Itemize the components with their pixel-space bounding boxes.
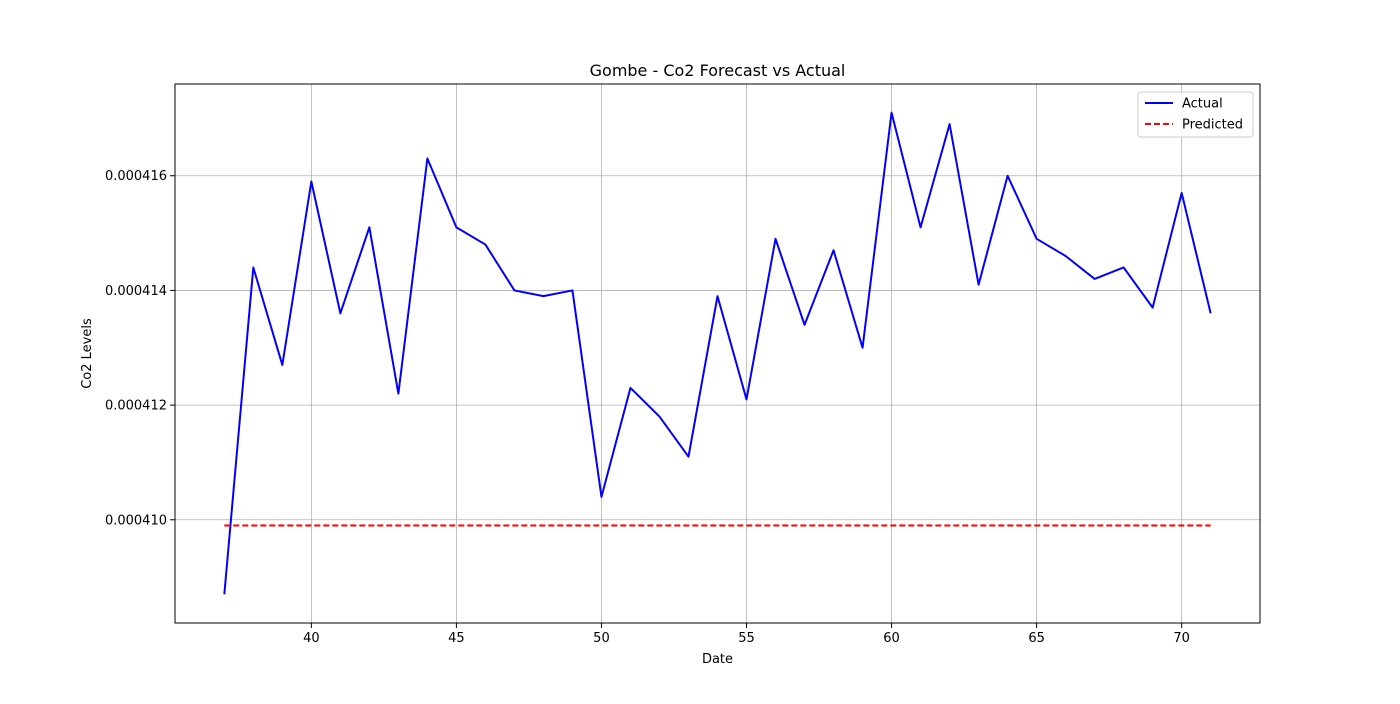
- x-tick-label: 70: [1173, 631, 1190, 646]
- grid: [175, 84, 1260, 623]
- series-lines: [223, 111, 1212, 595]
- y-tick-label: 0.000410: [105, 513, 167, 528]
- y-axis: 0.000410 0.000412 0.000414 0.000416: [105, 169, 175, 528]
- y-axis-label: Co2 Levels: [80, 318, 95, 389]
- legend-label-actual: Actual: [1182, 97, 1223, 112]
- plot-frame: [174, 83, 1261, 624]
- x-tick-label: 55: [738, 631, 755, 646]
- x-axis: 40 45 50 55 60 65 70: [303, 623, 1190, 646]
- x-tick-label: 60: [883, 631, 900, 646]
- x-tick-label: 65: [1028, 631, 1045, 646]
- series-line-actual: [223, 111, 1212, 595]
- chart-title: Gombe - Co2 Forecast vs Actual: [590, 61, 846, 80]
- x-tick-label: 40: [303, 631, 320, 646]
- y-tick-label: 0.000414: [105, 284, 167, 299]
- x-axis-label: Date: [702, 652, 733, 667]
- x-tick-label: 50: [593, 631, 610, 646]
- y-tick-label: 0.000412: [105, 399, 167, 414]
- legend: Actual Predicted: [1137, 91, 1254, 138]
- y-tick-label: 0.000416: [105, 169, 167, 184]
- x-tick-label: 45: [448, 631, 465, 646]
- legend-label-predicted: Predicted: [1182, 118, 1243, 133]
